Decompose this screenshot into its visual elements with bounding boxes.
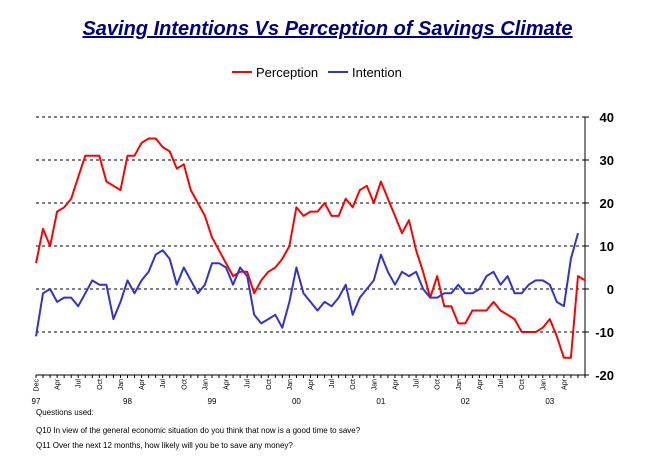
y-tick-label: -10 [595, 325, 614, 340]
x-tick-label: Apr [224, 378, 231, 390]
x-tick-label: Oct [350, 379, 357, 390]
x-tick-label: Apr [139, 378, 146, 390]
x-tick-label: Jan [118, 379, 125, 390]
x-tick-label: Apr [561, 378, 568, 390]
x-tick-label: Oct [519, 379, 526, 390]
x-tick-label: Jul [76, 379, 83, 388]
x-year-label: 97 [32, 397, 41, 406]
legend: Perception Intention [232, 65, 402, 80]
x-tick-label: Oct [181, 379, 188, 390]
x-tick-label: Apr [55, 378, 62, 390]
y-tick-label: 10 [600, 239, 614, 254]
gridlines [36, 116, 585, 333]
x-tick-label: Jan [287, 379, 294, 390]
x-tick-label: Jan [202, 379, 209, 390]
x-year-label: 02 [461, 397, 470, 406]
x-tick-label: Jul [329, 379, 336, 388]
questions-heading: Questions used: [36, 408, 94, 417]
x-year-label: 98 [123, 397, 132, 406]
x-tick-label: Jul [414, 379, 421, 388]
question-q10: Q10 In view of the general economic situ… [36, 426, 361, 435]
y-tick-label: 20 [600, 196, 614, 211]
x-tick-label: Dec [34, 379, 41, 392]
y-tick-label: 30 [600, 153, 614, 168]
x-tick-label: Jul [160, 379, 167, 388]
x-year-label: 99 [208, 397, 217, 406]
y-tick-label: 0 [607, 282, 614, 297]
series-line-perception [35, 137, 586, 359]
x-tick-label: Jan [540, 379, 547, 390]
x-tick-label: Oct [435, 379, 442, 390]
y-axis-ticks: -20 -10 0 10 20 30 40 [585, 110, 614, 383]
legend-label-intention: Intention [352, 65, 402, 80]
x-tick-label: Jul [498, 379, 505, 388]
series-lines [35, 137, 586, 359]
x-tick-label: Jan [456, 379, 463, 390]
y-tick-label: -20 [595, 368, 614, 383]
y-tick-label: 40 [600, 110, 614, 125]
chart-title: Saving Intentions Vs Perception of Savin… [82, 18, 573, 40]
series-line-intention [35, 232, 579, 337]
question-q11: Q11 Over the next 12 months, how likely … [36, 441, 293, 450]
legend-label-perception: Perception [256, 65, 318, 80]
x-axis-ticks: Dec Apr Jul Oct Jan Apr Jul Oct Jan Apr Jul Oct Jan A… [32, 375, 586, 406]
x-tick-label: Apr [477, 378, 484, 390]
x-tick-label: Jan [371, 379, 378, 390]
x-tick-label: Apr [308, 378, 315, 390]
x-tick-label: Jul [245, 379, 252, 388]
x-year-label: 00 [292, 397, 301, 406]
x-tick-label: Oct [97, 379, 104, 390]
x-tick-label: Apr [392, 378, 399, 390]
axes [36, 117, 586, 376]
x-tick-label: Oct [266, 379, 273, 390]
x-year-label: 03 [545, 397, 554, 406]
x-year-label: 01 [376, 397, 385, 406]
